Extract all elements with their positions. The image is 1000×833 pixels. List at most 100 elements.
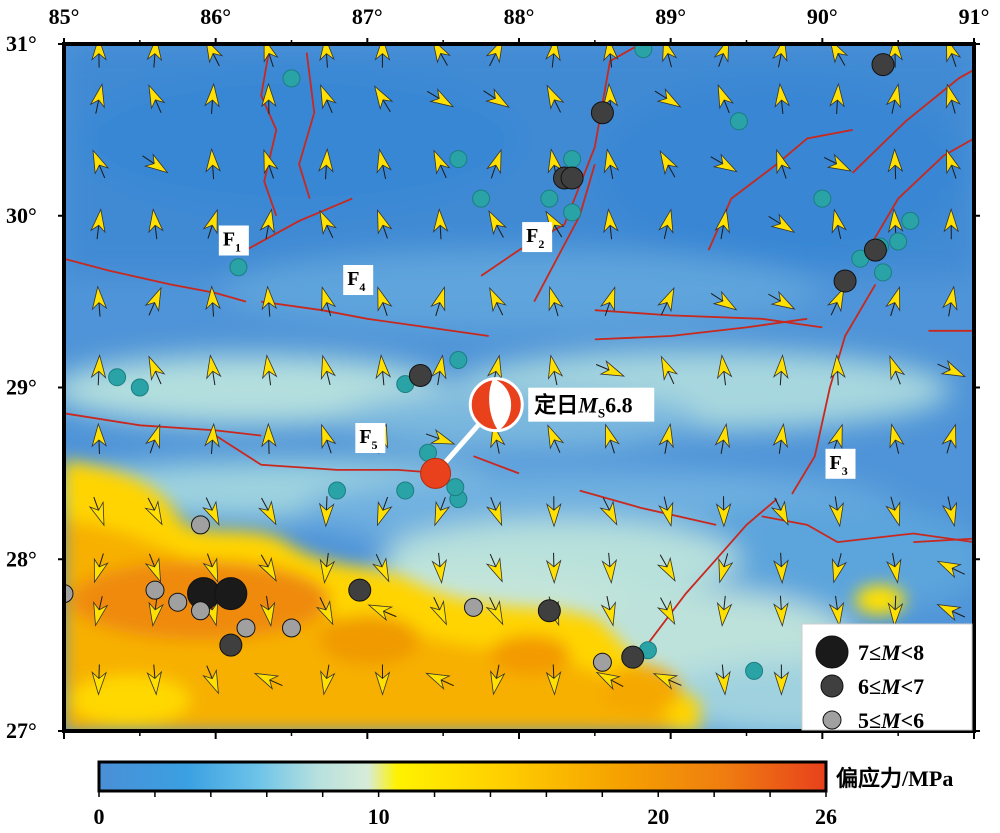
stress-arrow — [91, 285, 108, 317]
stress-arrow — [142, 153, 169, 174]
stress-arrow — [887, 147, 904, 180]
stress-arrow — [710, 153, 738, 173]
small-earthquake — [328, 481, 346, 500]
stress-arrow — [148, 595, 164, 627]
small-earthquake — [229, 258, 248, 277]
stress-arrow — [431, 552, 448, 585]
stress-arrow — [261, 422, 277, 455]
earthquake-marker — [592, 652, 612, 672]
earthquake-marker — [537, 599, 561, 623]
stress-arrow — [373, 85, 394, 113]
fault-line — [215, 434, 444, 475]
stress-arrow — [546, 84, 565, 113]
stress-arrow — [92, 149, 110, 179]
fault-label: F2 — [526, 225, 544, 251]
stress-arrow — [601, 552, 618, 585]
stress-arrows — [88, 44, 967, 696]
stress-arrow — [885, 496, 901, 527]
stress-arrow — [885, 286, 901, 317]
earthquake-marker — [191, 515, 210, 535]
fault-line — [852, 69, 974, 174]
fault-line — [867, 137, 974, 251]
stress-arrow — [831, 553, 848, 584]
small-earthquake — [563, 150, 582, 169]
stress-arrow — [483, 87, 510, 108]
lat-tick-label: 29° — [6, 375, 37, 400]
fault-label: F5 — [359, 426, 377, 452]
stress-arrow — [374, 664, 391, 696]
stress-arrow — [320, 83, 337, 114]
legend-label: 6≤M<7 — [858, 674, 924, 699]
stress-arrow — [887, 44, 903, 68]
stress-arrow — [320, 354, 336, 385]
stress-arrow — [425, 672, 454, 691]
stress-arrow — [936, 604, 966, 622]
stress-arrow — [204, 82, 220, 114]
historical-earthquakes — [64, 53, 895, 672]
stress-arrow — [774, 82, 790, 114]
fault-line — [260, 52, 278, 217]
stress-arrow — [545, 664, 562, 696]
stress-arrow — [367, 604, 397, 622]
earthquake-marker — [833, 269, 857, 293]
earthquake-marker — [871, 53, 895, 77]
fault-line — [298, 52, 316, 199]
stress-arrow — [263, 148, 279, 179]
earthquake-marker — [64, 584, 74, 604]
lat-tick-label: 27° — [6, 718, 37, 743]
fault-labels: F1 F2 F3 F4 F5 — [218, 222, 856, 479]
stress-arrow — [205, 147, 221, 180]
legend-label: 7≤M<8 — [858, 640, 924, 665]
colorbar-title: 偏应力/MPa — [836, 766, 953, 791]
stress-arrow — [261, 354, 278, 386]
stress-arrow — [656, 597, 676, 626]
stress-arrow — [657, 286, 675, 316]
earthquake-marker — [464, 597, 483, 617]
fault-line — [64, 257, 247, 303]
stress-arrow — [485, 597, 504, 626]
stress-arrow — [658, 422, 674, 454]
earthquake-marker — [348, 578, 372, 602]
stress-arrow — [599, 497, 618, 526]
stress-arrow — [654, 88, 682, 108]
stress-arrow — [89, 83, 105, 114]
small-earthquake — [108, 368, 127, 387]
stress-arrow — [776, 148, 792, 179]
stress-arrow — [768, 213, 796, 233]
stress-arrow — [936, 560, 965, 579]
stress-arrow — [715, 664, 731, 696]
colorbar-tick-label: 26 — [815, 804, 837, 829]
stress-arrow — [828, 496, 844, 528]
stress-arrow — [204, 422, 220, 454]
stress-arrow — [829, 82, 845, 115]
small-earthquake — [563, 203, 582, 222]
stress-arrow — [253, 672, 283, 690]
fault-label-bg — [355, 423, 386, 454]
fault-label-bg — [343, 265, 374, 296]
stress-arrow — [770, 497, 789, 526]
stress-arrow — [315, 597, 334, 626]
stress-arrow — [716, 595, 733, 628]
small-earthquake — [874, 263, 892, 282]
stress-arrow — [489, 286, 507, 316]
stress-arrow — [425, 428, 456, 445]
stress-arrow — [658, 208, 674, 240]
stress-arrow — [205, 285, 221, 317]
epicenter-dot — [420, 457, 452, 489]
stress-arrow — [600, 596, 616, 627]
stress-arrow — [716, 354, 733, 386]
stress-arrow — [603, 148, 620, 180]
stress-arrow — [88, 496, 105, 527]
colorbar-tick-label: 0 — [94, 804, 105, 829]
earthquake-marker — [590, 101, 614, 125]
fault-line — [245, 197, 353, 251]
small-earthquake — [396, 481, 415, 500]
stress-arrow — [206, 354, 222, 386]
stress-colorbar: 0 10 20 26 偏应力/MPa — [94, 760, 953, 829]
stress-arrow — [660, 355, 679, 385]
lon-tick-label: 91° — [959, 4, 990, 29]
stress-arrow — [889, 423, 905, 454]
stress-arrow — [823, 153, 853, 172]
earthquake-marker — [236, 618, 256, 638]
